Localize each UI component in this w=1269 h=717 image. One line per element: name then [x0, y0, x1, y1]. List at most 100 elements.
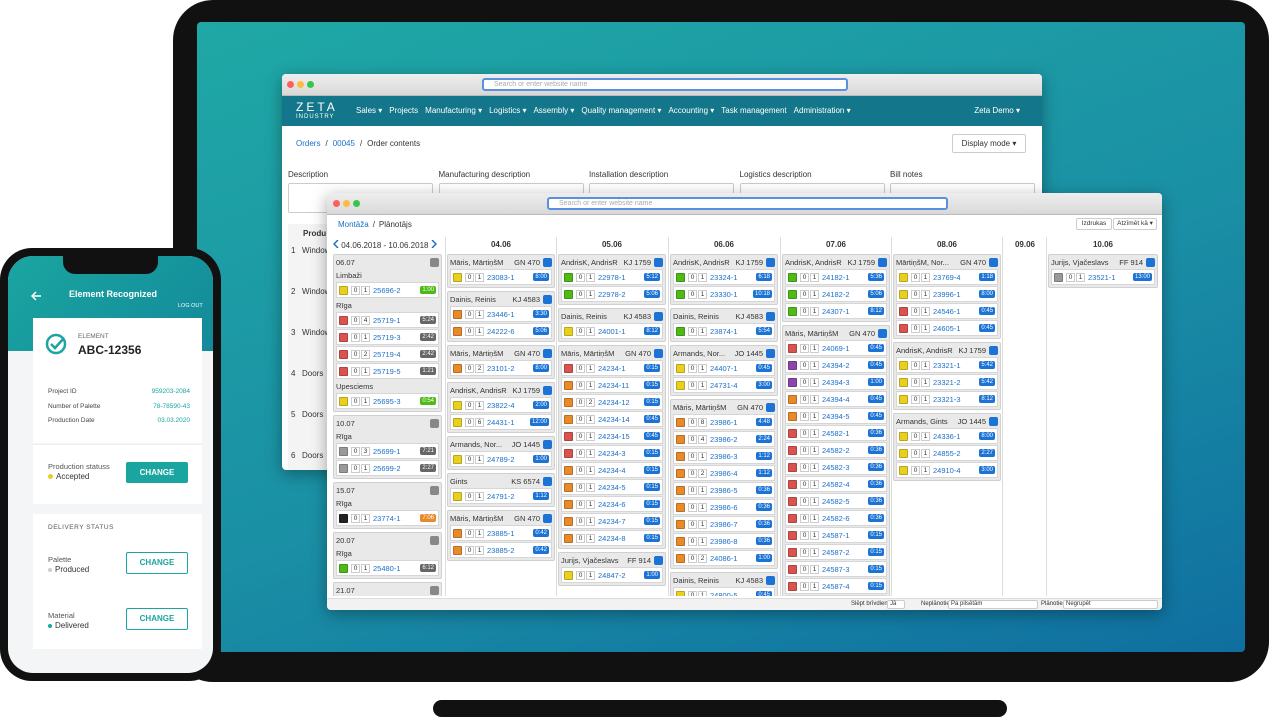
item-row[interactable]: 0 1 24001-1 8:12	[561, 323, 663, 339]
item-id[interactable]: 24587-4	[822, 581, 850, 591]
item-row[interactable]: 0 1 25696-2 1:00	[336, 282, 439, 298]
item-id[interactable]: 23521-1	[1088, 272, 1116, 282]
nav-item[interactable]: Accounting ▾	[668, 106, 715, 115]
edit-button[interactable]	[989, 346, 998, 355]
item-id[interactable]: 24394-4	[822, 394, 850, 404]
edit-button[interactable]	[543, 258, 552, 267]
prev-week[interactable]	[332, 239, 339, 249]
item-row[interactable]: 0 1 24394-4 0:45	[785, 391, 887, 407]
item-row[interactable]: 0 1 25695-3 0:54	[336, 393, 439, 409]
item-row[interactable]: 0 1 25480-1 6:12	[336, 560, 439, 576]
item-row[interactable]: 0 2 23101-2 8:00	[450, 360, 552, 376]
item-id[interactable]: 23101-2	[487, 363, 515, 373]
item-row[interactable]: 0 1 23996-1 8:00	[896, 286, 998, 302]
item-id[interactable]: 24234-6	[598, 499, 626, 509]
item-id[interactable]: 23324-1	[710, 272, 738, 282]
item-id[interactable]: 23083-1	[487, 272, 515, 282]
change-button[interactable]: CHANGE	[126, 608, 188, 630]
nav-item[interactable]: Logistics ▾	[489, 106, 527, 115]
item-row[interactable]: 0 1 24731-4 3:00	[673, 377, 775, 393]
item-id[interactable]: 24546-1	[933, 306, 961, 316]
item-row[interactable]: 0 1 23986-8 0:36	[673, 533, 775, 549]
edit-button[interactable]	[654, 349, 663, 358]
mark-button[interactable]: Atzīmēt kā ▾	[1113, 218, 1157, 230]
item-row[interactable]: 0 1 24910-4 3:00	[896, 462, 998, 478]
item-row[interactable]: 0 1 23083-1 8:00	[450, 269, 552, 285]
item-row[interactable]: 0 1 24234-15 0:45	[561, 428, 663, 444]
breadcrumb-item[interactable]: Orders	[296, 139, 321, 148]
zoom[interactable]	[353, 200, 360, 207]
item-row[interactable]: 0 1 24407-1 0:45	[673, 360, 775, 376]
item-row[interactable]: 0 1 24582-5 0:36	[785, 493, 887, 509]
item-id[interactable]: 23986-5	[710, 485, 738, 495]
change-button[interactable]: CHANGE	[126, 462, 188, 483]
item-id[interactable]: 24234-8	[598, 533, 626, 543]
item-id[interactable]: 24069-1	[822, 343, 850, 353]
item-id[interactable]: 24394-2	[822, 360, 850, 370]
item-id[interactable]: 24587-1	[822, 530, 850, 540]
item-id[interactable]: 24582-5	[822, 496, 850, 506]
footer-select[interactable]: Jā	[887, 600, 905, 609]
minimize[interactable]	[297, 81, 304, 88]
nav-item[interactable]: Administration ▾	[793, 106, 851, 115]
nav-item[interactable]: Manufacturing ▾	[425, 106, 483, 115]
edit-button[interactable]	[654, 556, 663, 565]
item-id[interactable]: 24731-4	[710, 380, 738, 390]
item-id[interactable]: 23986-6	[710, 502, 738, 512]
edit-button[interactable]	[878, 329, 887, 338]
item-id[interactable]: 23874-1	[710, 326, 738, 336]
item-row[interactable]: 0 1 25719-3 2:42	[336, 329, 439, 345]
item-row[interactable]: 0 1 23324-1 6:18	[673, 269, 775, 285]
item-id[interactable]: 23986-8	[710, 536, 738, 546]
item-id[interactable]: 24800-5	[710, 590, 738, 597]
item-id[interactable]: 24587-2	[822, 547, 850, 557]
logo[interactable]: ZETA	[296, 100, 338, 114]
item-id[interactable]: 25719-3	[373, 332, 401, 342]
item-row[interactable]: 0 1 25719-5 1:21	[336, 363, 439, 379]
edit-button[interactable]	[543, 477, 552, 486]
item-id[interactable]: 25719-5	[373, 366, 401, 376]
edit-button[interactable]	[543, 386, 552, 395]
item-id[interactable]: 23986-3	[710, 451, 738, 461]
item-id[interactable]: 25719-1	[373, 315, 401, 325]
item-row[interactable]: 0 1 24234-8 0:15	[561, 530, 663, 546]
item-id[interactable]: 24234-12	[598, 397, 630, 407]
edit-button[interactable]	[543, 349, 552, 358]
item-row[interactable]: 0 1 24222-6 5:06	[450, 323, 552, 339]
item-id[interactable]: 24234-5	[598, 482, 626, 492]
item-row[interactable]: 0 1 24847-2 1:00	[561, 567, 663, 583]
item-row[interactable]: 0 1 24307-1 8:12	[785, 303, 887, 319]
item-row[interactable]: 0 1 24791-2 1:12	[450, 488, 552, 504]
minimize[interactable]	[343, 200, 350, 207]
address-bar[interactable]: Search or enter website name	[482, 78, 848, 91]
item-id[interactable]: 24789-2	[487, 454, 515, 464]
item-row[interactable]: 0 1 23774-1 7:06	[336, 510, 439, 526]
item-row[interactable]: 0 1 24587-4 0:15	[785, 578, 887, 594]
item-row[interactable]: 0 1 23986-5 0:36	[673, 482, 775, 498]
edit-button[interactable]	[430, 536, 439, 545]
item-id[interactable]: 24431-1	[487, 417, 515, 427]
item-id[interactable]: 24605-1	[933, 323, 961, 333]
item-id[interactable]: 24234-7	[598, 516, 626, 526]
item-id[interactable]: 24394-5	[822, 411, 850, 421]
item-row[interactable]: 0 1 23986-7 0:36	[673, 516, 775, 532]
item-row[interactable]: 0 1 23885-2 0:42	[450, 542, 552, 558]
item-row[interactable]: 0 1 24234-11 0:15	[561, 377, 663, 393]
item-id[interactable]: 24791-2	[487, 491, 515, 501]
item-id[interactable]: 24587-3	[822, 564, 850, 574]
item-row[interactable]: 0 2 24234-12 0:15	[561, 394, 663, 410]
item-row[interactable]: 0 8 23986-1 4:48	[673, 414, 775, 430]
item-id[interactable]: 22978-2	[598, 289, 626, 299]
item-id[interactable]: 23446-1	[487, 309, 515, 319]
edit-button[interactable]	[543, 295, 552, 304]
item-id[interactable]: 24582-1	[822, 428, 850, 438]
item-row[interactable]: 0 1 24605-1 0:45	[896, 320, 998, 336]
item-id[interactable]: 23774-1	[373, 513, 401, 523]
item-id[interactable]: 23321-2	[933, 377, 961, 387]
item-id[interactable]: 23986-2	[710, 434, 738, 444]
item-id[interactable]: 25480-1	[373, 563, 401, 573]
item-row[interactable]: 0 1 22978-2 5:06	[561, 286, 663, 302]
item-row[interactable]: 0 1 24582-2 0:36	[785, 442, 887, 458]
item-id[interactable]: 24307-1	[822, 306, 850, 316]
item-id[interactable]: 23822-4	[487, 400, 515, 410]
